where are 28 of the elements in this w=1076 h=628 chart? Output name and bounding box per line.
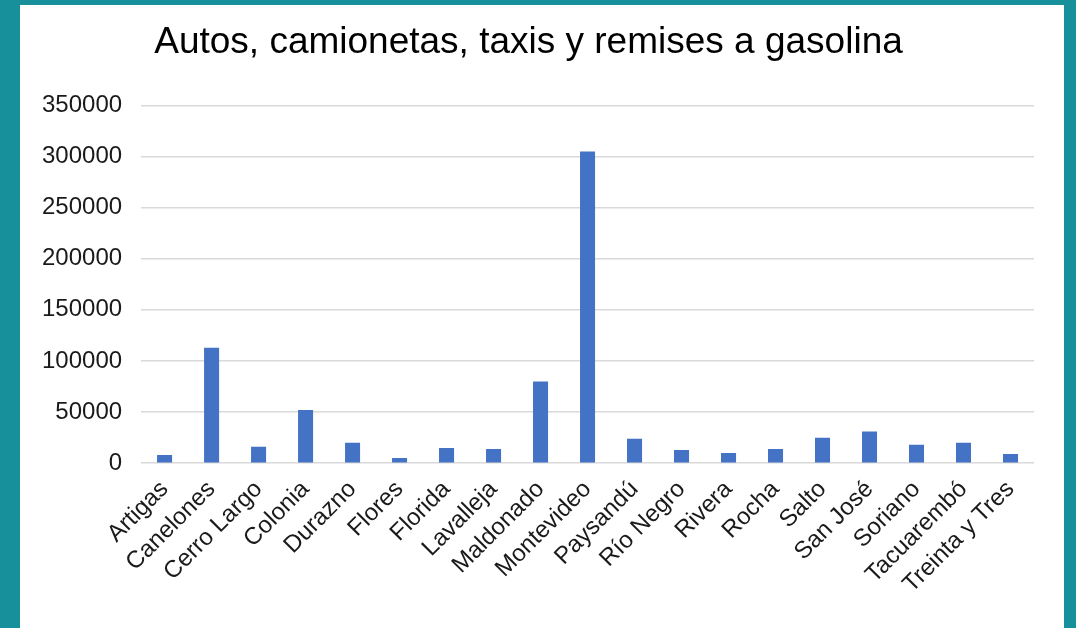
bar (768, 448, 784, 463)
bar (204, 347, 220, 463)
bar (721, 453, 737, 463)
bar (862, 431, 878, 463)
bar (674, 449, 690, 463)
y-tick-label: 100000 (41, 345, 123, 373)
bar (815, 437, 831, 463)
bar (955, 442, 972, 463)
bar (251, 446, 267, 463)
y-tick-label: 250000 (41, 192, 123, 220)
y-tick-label: 150000 (41, 294, 123, 322)
bar (298, 410, 314, 463)
bar (533, 381, 549, 463)
bar (157, 455, 173, 463)
bar (580, 151, 596, 463)
bar (908, 444, 925, 463)
y-tick-label: 200000 (41, 243, 123, 271)
y-tick-label: 300000 (41, 141, 123, 169)
bar (1002, 454, 1019, 463)
y-tick-label: 50000 (55, 396, 123, 424)
bar (345, 442, 361, 463)
y-tick-label: 0 (108, 447, 123, 475)
bar (627, 438, 643, 463)
chart-title: Autos, camionetas, taxis y remises a gasolina (154, 20, 904, 62)
bar (439, 447, 455, 463)
y-tick-label: 350000 (41, 90, 123, 118)
bar (392, 458, 408, 463)
bar (486, 448, 502, 463)
